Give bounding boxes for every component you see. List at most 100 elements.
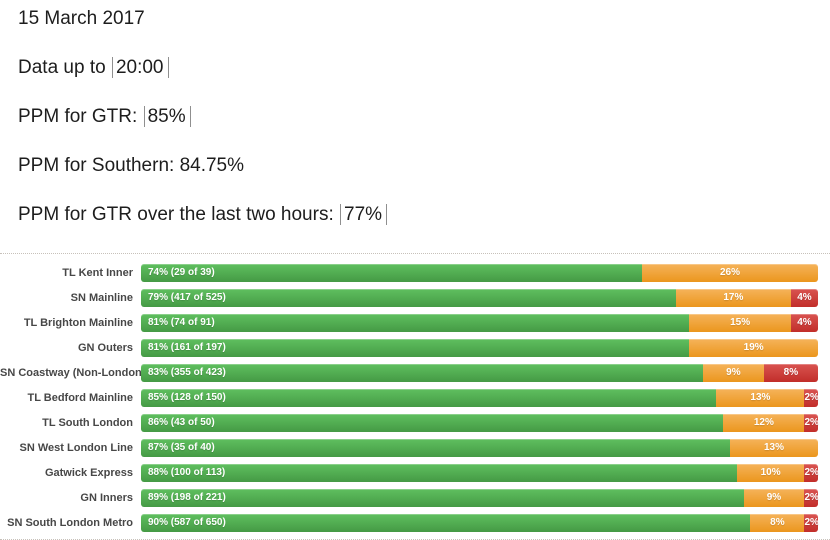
bar-segment-label: 15% [730,317,751,328]
bar-segment-label: 79% (417 of 525) [148,292,226,303]
bar-segment-red: 4% [790,289,818,307]
bar-segment-label: 4% [797,292,812,303]
bar-segment-label: 8% [770,517,785,528]
bar-segment-red: 2% [804,389,819,407]
ppm-southern-text: PPM for Southern: 84.75% [18,155,245,176]
bar-segment-label: 89% (198 of 221) [148,492,226,503]
bar-segment-orange: 13% [729,439,818,457]
bar-segment-label: 2% [804,392,819,403]
row-track: 83% (355 of 423) 9% 8% [141,364,818,382]
bar-segment-red: 4% [790,314,818,332]
data-up-to-time-field[interactable]: 20:00 [111,57,169,78]
bar-segment-orange: 19% [689,339,818,357]
bar-segment-label: 10% [760,467,781,478]
report-header: 15 March 2017 Data up to 20:00 PPM for G… [0,0,830,226]
bar-segment-label: 2% [804,517,819,528]
data-up-to-line: Data up to 20:00 [18,57,830,79]
bar-segment-label: 2% [804,492,819,503]
chart-row: TL Bedford Mainline 85% (128 of 150) 13% 2… [0,389,819,407]
bar-segment-orange: 8% [750,514,805,532]
chart-row: SN Coastway (Non-London) 83% (355 of 423… [0,364,818,382]
bar-segment-label: 9% [726,367,741,378]
chart-row: GN Outers 81% (161 of 197) 19% [0,339,818,357]
bar-segment-label: 13% [750,392,771,403]
bar-segment-red: 8% [763,364,818,382]
ppm-gtr-value-field[interactable]: 85% [143,106,191,127]
row-track: 81% (161 of 197) 19% [141,339,818,357]
bar-segment-label: 19% [743,342,764,353]
ppm-gtr-2h-label: PPM for GTR over the last two hours: [18,204,334,225]
report-date-line: 15 March 2017 [18,8,830,30]
bar-segment-label: 26% [719,267,740,278]
ppm-gtr-2h-line: PPM for GTR over the last two hours: 77% [18,204,830,226]
bar-segment-orange: 13% [716,389,805,407]
row-track: 89% (198 of 221) 9% 2% [141,489,819,507]
chart-row: SN South London Metro 90% (587 of 650) 8%… [0,514,819,532]
chart-row: SN Mainline 79% (417 of 525) 17% 4% [0,289,818,307]
bar-segment-red: 2% [804,464,819,482]
row-label: GN Outers [77,342,133,354]
bar-segment-label: 88% (100 of 113) [148,467,226,478]
row-label: SN Coastway (Non-London) [0,367,146,379]
row-label: TL Kent Inner [62,267,133,279]
ppm-southern-line: PPM for Southern: 84.75% [18,155,830,177]
row-label: GN Inners [80,492,133,504]
bar-segment-red: 2% [804,489,819,507]
row-label: SN South London Metro [7,517,133,529]
bar-segment-label: 85% (128 of 150) [148,392,226,403]
chart-row: GN Inners 89% (198 of 221) 9% 2% [0,489,819,507]
chart-row: TL South London 86% (43 of 50) 12% 2% [0,414,819,432]
bar-segment-orange: 26% [641,264,818,282]
chart-row: TL Brighton Mainline 81% (74 of 91) 15% 4% [0,314,818,332]
bar-segment-green: 83% (355 of 423) [141,364,703,382]
data-up-to-label: Data up to [18,57,106,78]
ppm-gtr-2h-value-field[interactable]: 77% [340,204,388,225]
row-track: 86% (43 of 50) 12% 2% [141,414,819,432]
row-track: 81% (74 of 91) 15% 4% [141,314,818,332]
ppm-chart-rows: TL Kent Inner 74% (29 of 39) 26% SN Mainl… [0,264,819,532]
bar-segment-red: 2% [804,414,819,432]
bar-segment-orange: 9% [702,364,764,382]
bar-segment-green: 89% (198 of 221) [141,489,744,507]
bar-segment-green: 90% (587 of 650) [141,514,751,532]
bar-segment-orange: 12% [723,414,805,432]
bar-segment-label: 2% [804,417,819,428]
bar-segment-orange: 17% [675,289,791,307]
ppm-route-bar-chart: TL Kent Inner 74% (29 of 39) 26% SN Mainl… [0,253,830,540]
bar-segment-label: 12% [753,417,774,428]
row-label: SN Mainline [70,292,133,304]
bar-segment-green: 88% (100 of 113) [141,464,737,482]
row-track: 88% (100 of 113) 10% 2% [141,464,819,482]
report-date: 15 March 2017 [18,8,145,29]
bar-segment-label: 90% (587 of 650) [148,517,226,528]
bar-segment-label: 8% [783,367,799,378]
bar-segment-label: 87% (35 of 40) [148,442,215,453]
row-track: 79% (417 of 525) 17% 4% [141,289,818,307]
bar-segment-label: 81% (74 of 91) [148,317,215,328]
row-track: 74% (29 of 39) 26% [141,264,818,282]
bar-segment-orange: 10% [736,464,805,482]
bar-segment-label: 4% [797,317,812,328]
row-track: 90% (587 of 650) 8% 2% [141,514,819,532]
bar-segment-label: 2% [804,467,819,478]
row-track: 85% (128 of 150) 13% 2% [141,389,819,407]
chart-row: Gatwick Express 88% (100 of 113) 10% 2% [0,464,819,482]
row-track: 87% (35 of 40) 13% [141,439,818,457]
bar-segment-green: 87% (35 of 40) [141,439,730,457]
bar-segment-label: 13% [763,442,784,453]
bar-segment-green: 74% (29 of 39) [141,264,642,282]
bar-segment-green: 85% (128 of 150) [141,389,717,407]
row-label: TL Brighton Mainline [23,317,133,329]
bar-segment-label: 81% (161 of 197) [148,342,226,353]
ppm-gtr-label: PPM for GTR: [18,106,138,127]
chart-row: SN West London Line 87% (35 of 40) 13% [0,439,818,457]
bar-segment-orange: 9% [743,489,805,507]
bar-segment-green: 81% (74 of 91) [141,314,690,332]
bar-segment-green: 81% (161 of 197) [141,339,690,357]
bar-segment-orange: 15% [689,314,791,332]
bar-segment-label: 86% (43 of 50) [148,417,215,428]
bar-segment-label: 9% [766,492,782,503]
bar-segment-label: 83% (355 of 423) [148,367,226,378]
chart-row: TL Kent Inner 74% (29 of 39) 26% [0,264,818,282]
bar-segment-green: 86% (43 of 50) [141,414,724,432]
